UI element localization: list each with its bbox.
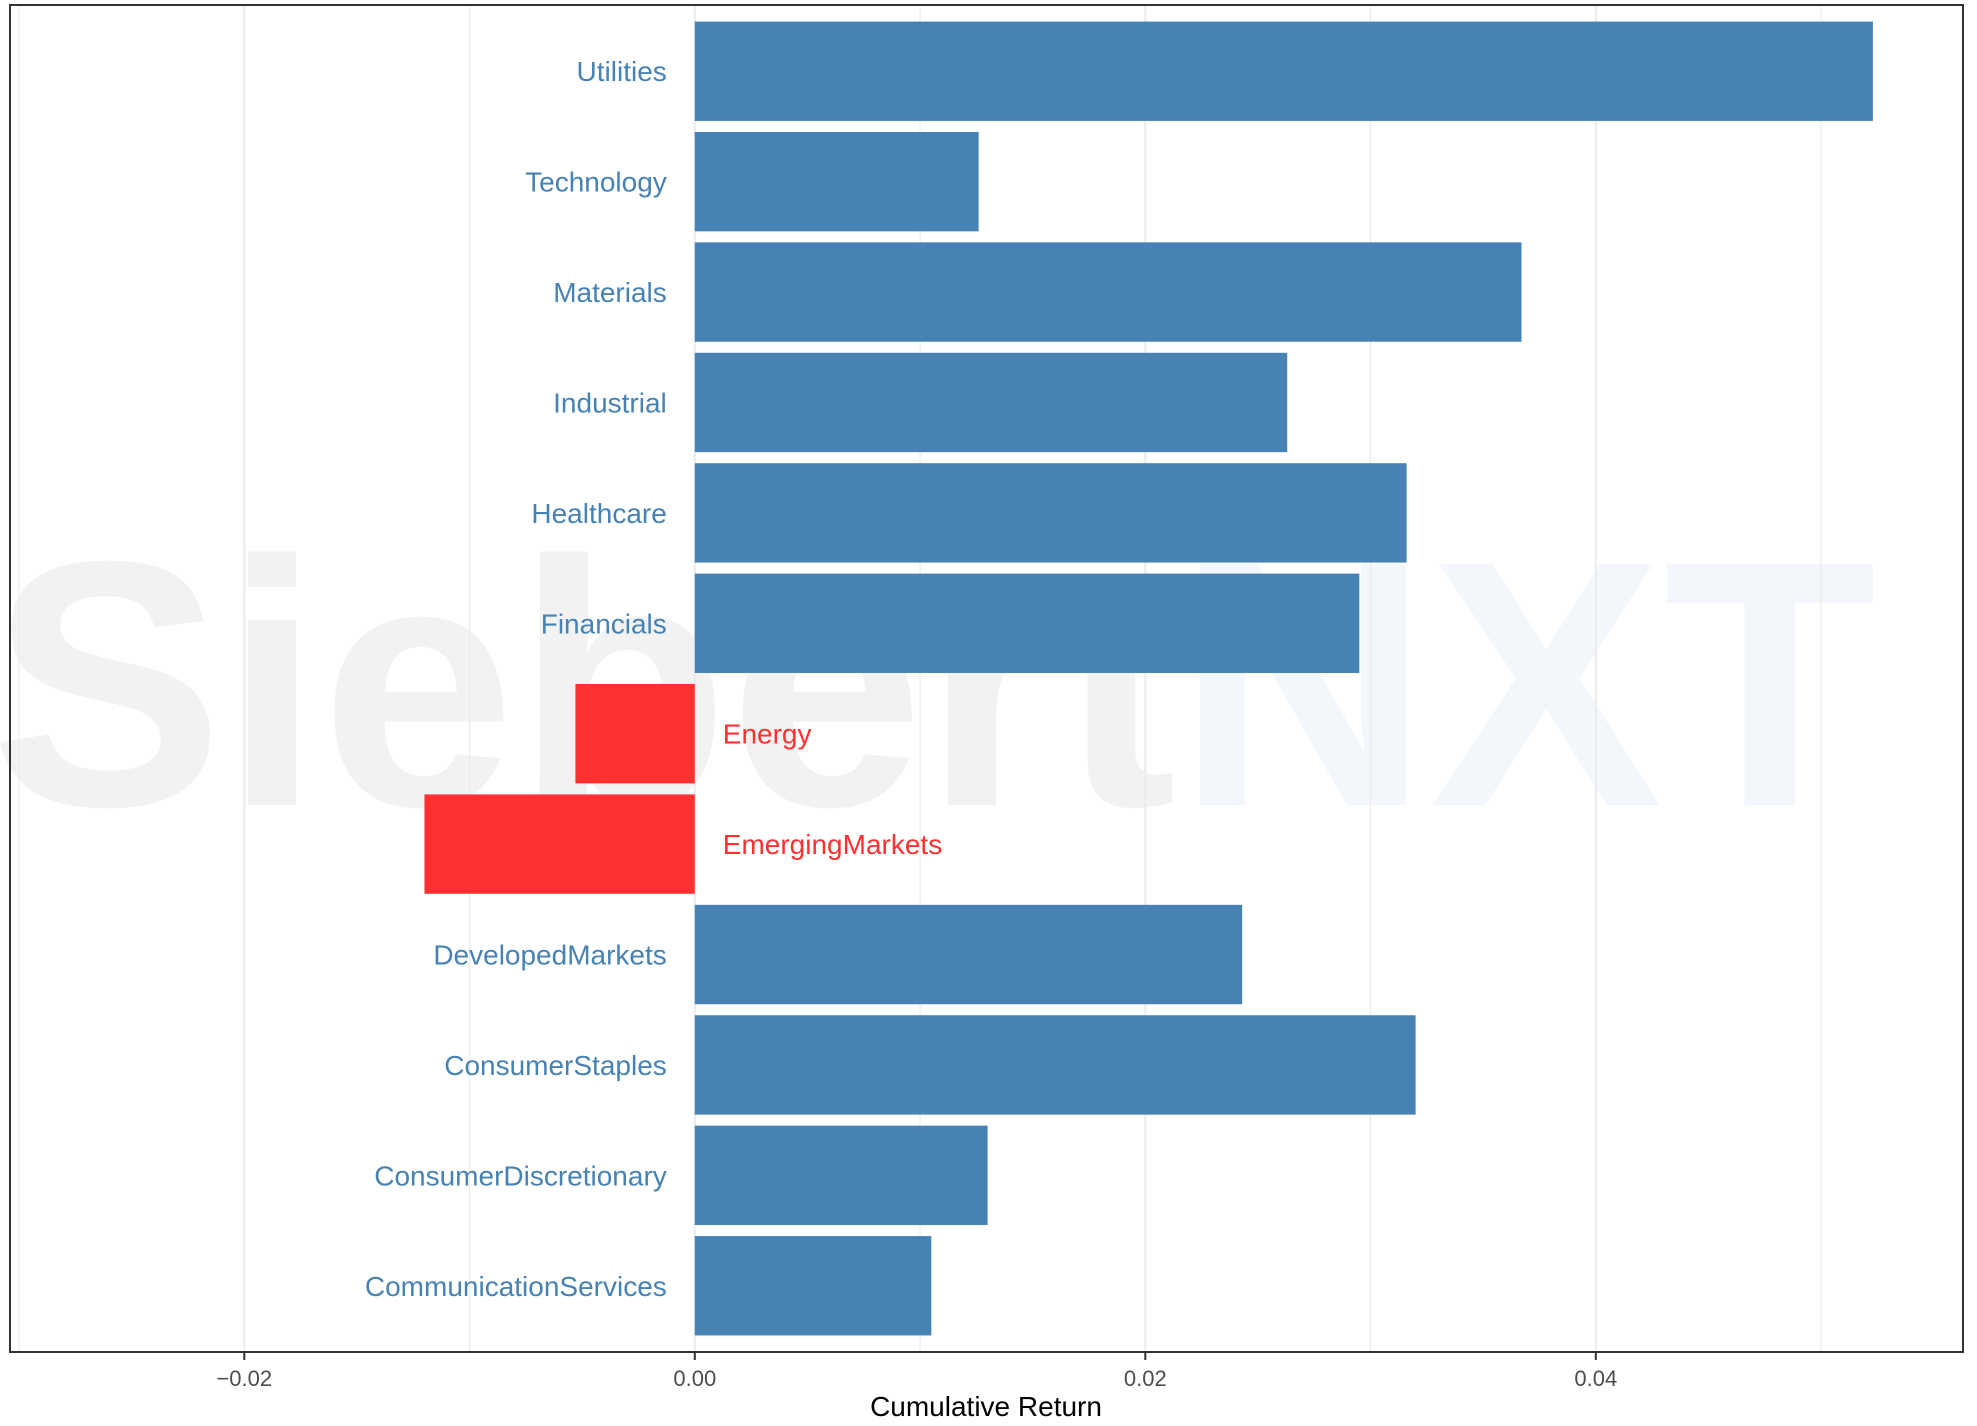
bar-label-utilities: Utilities [577, 56, 667, 87]
bar-technology [694, 131, 979, 232]
bar-developed-markets [694, 904, 1243, 1005]
x-tick-label: 0.02 [1124, 1366, 1167, 1391]
x-tick-label: 0.00 [673, 1366, 716, 1391]
bar-label-healthcare: Healthcare [531, 498, 666, 529]
bar-emerging-markets [424, 794, 695, 894]
x-axis-label: Cumulative Return [870, 1391, 1102, 1421]
bar-label-communication-services: CommunicationServices [365, 1271, 667, 1302]
bar-labels: Utilities Technology Materials Industrial He… [365, 56, 942, 1302]
bar-consumer-staples [694, 1015, 1416, 1115]
bar-label-energy: Energy [723, 719, 812, 750]
bar-healthcare [694, 463, 1407, 563]
bar-label-materials: Materials [553, 277, 667, 308]
bar-utilities [694, 21, 1873, 121]
bar-label-industrial: Industrial [553, 387, 667, 418]
bar-label-developed-markets: DevelopedMarkets [433, 940, 666, 971]
x-tick-label: 0.04 [1574, 1366, 1617, 1391]
x-axis: −0.02 0.00 0.02 0.04 [216, 1352, 1617, 1391]
bar-consumer-discretionary [694, 1125, 988, 1226]
bar-label-consumer-discretionary: ConsumerDiscretionary [374, 1160, 667, 1191]
bar-communication-services [694, 1236, 932, 1336]
bar-energy [575, 684, 695, 784]
panel-border [9, 4, 1964, 1353]
bar-label-technology: Technology [525, 167, 667, 198]
bar-label-financials: Financials [541, 608, 667, 639]
bar-financials [694, 573, 1360, 673]
bar-industrial [694, 352, 1288, 453]
bars [424, 21, 1873, 1336]
bar-label-consumer-staples: ConsumerStaples [444, 1050, 667, 1081]
bar-label-emerging-markets: EmergingMarkets [723, 829, 942, 860]
x-tick-label: −0.02 [216, 1366, 272, 1391]
bar-materials [694, 242, 1522, 342]
